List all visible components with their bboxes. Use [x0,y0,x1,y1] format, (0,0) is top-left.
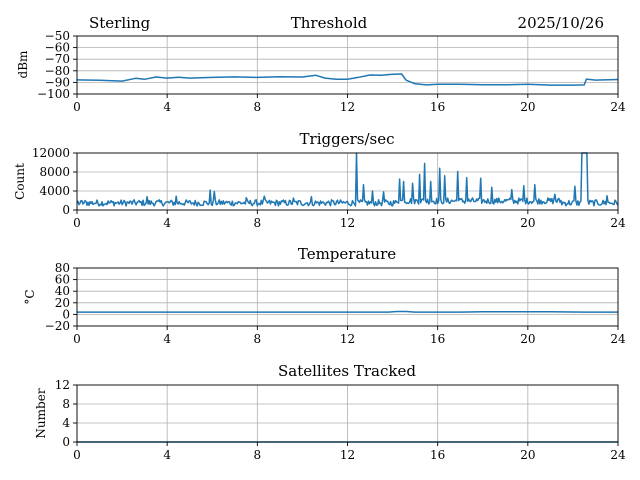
threshold-ytick-label: −100 [37,87,70,101]
satellites-xtick-label: 20 [520,448,535,462]
temperature-ytick-label: 60 [55,273,70,287]
temperature-ytick-label: 80 [55,261,70,275]
date-label: 2025/10/26 [518,14,604,32]
triggers-ylabel: Count [13,163,27,200]
triggers-series-line [76,152,619,207]
temperature-ytick-label: 20 [55,296,70,310]
threshold-ytick-label: −60 [45,41,70,55]
threshold-title: Threshold [291,14,368,32]
temperature-ytick-label: 40 [55,284,70,298]
satellites-panel: Satellites Tracked Number [34,362,416,439]
temperature-ytick-label: 0 [62,307,70,321]
triggers-xtick-label: 24 [610,216,626,230]
temperature-xtick-label: 8 [254,332,262,346]
threshold-ytick-label: −90 [45,75,70,89]
triggers-ytick-label: 4000 [39,184,70,198]
threshold-panel: Threshold dBm [16,14,368,78]
satellites-ylabel: Number [34,388,48,438]
satellites-xtick-label: 0 [73,448,81,462]
triggers-panel: Triggers/sec Count [13,130,394,200]
threshold-xtick-label: 4 [163,100,171,114]
threshold-xtick-label: 8 [254,100,262,114]
threshold-xtick-label: 16 [430,100,445,114]
temperature-panel: Temperature °C [23,245,396,305]
satellites-xtick-label: 16 [430,448,445,462]
temperature-xtick-label: 24 [610,332,626,346]
threshold-axes: 0 4 8 12 16 20 24 −100−90−80−70−60−50 [37,29,626,114]
satellites-xtick-label: 12 [340,448,355,462]
threshold-xtick-label: 24 [610,100,626,114]
temperature-ylabel: °C [23,289,37,304]
triggers-xtick-label: 8 [254,216,262,230]
triggers-ytick-label: 8000 [39,165,70,179]
threshold-ytick-label: −50 [45,29,70,43]
temperature-title: Temperature [298,245,396,263]
triggers-xtick-label: 16 [430,216,445,230]
satellites-title: Satellites Tracked [278,362,416,380]
temperature-ytick-label: −20 [45,319,70,333]
triggers-ytick-label: 12000 [32,146,70,160]
threshold-ytick-label: −70 [45,52,70,66]
threshold-xtick-label: 20 [520,100,535,114]
triggers-ytick-label: 0 [62,203,70,217]
triggers-axes: 0 4 8 12 16 20 24 0 4000 8000 12000 [32,146,626,230]
threshold-ytick-label: −80 [45,64,70,78]
threshold-xtick-label: 12 [340,100,355,114]
satellites-xtick-label: 8 [254,448,262,462]
satellites-xtick-label: 24 [610,448,626,462]
temperature-xtick-label: 20 [520,332,535,346]
temperature-xtick-label: 4 [163,332,171,346]
triggers-title: Triggers/sec [300,130,395,148]
satellites-axes: 0 4 8 12 16 20 24 0 4 8 12 [55,378,626,462]
satellites-ytick-label: 12 [55,378,70,392]
triggers-xtick-label: 4 [163,216,171,230]
temperature-xtick-label: 16 [430,332,445,346]
satellites-ytick-label: 8 [62,397,70,411]
triggers-xtick-label: 12 [340,216,355,230]
triggers-xtick-label: 0 [73,216,81,230]
threshold-xtick-label: 0 [73,100,81,114]
triggers-xtick-label: 20 [520,216,535,230]
temperature-series-line [77,310,618,313]
satellites-xtick-label: 4 [163,448,171,462]
threshold-series-line [76,73,619,86]
temperature-xtick-label: 0 [73,332,81,346]
temperature-xtick-label: 12 [340,332,355,346]
satellites-ytick-label: 0 [62,435,70,449]
threshold-ylabel: dBm [16,50,30,79]
station-label: Sterling [89,14,151,32]
satellites-ytick-label: 4 [62,416,70,430]
